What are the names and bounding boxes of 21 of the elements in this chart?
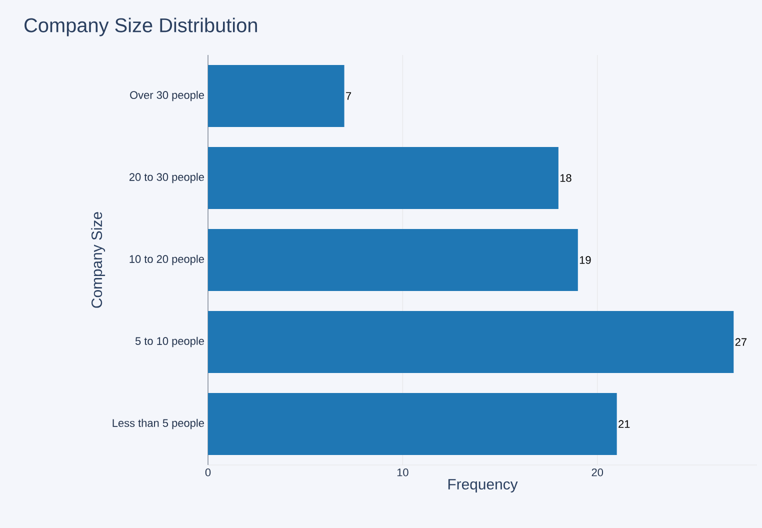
x-tick-label: 10 (397, 468, 408, 476)
data-label: 27 (735, 338, 746, 346)
x-tick-label: 0 (205, 468, 211, 476)
data-label: 21 (618, 420, 630, 428)
data-label: 19 (580, 256, 591, 264)
bar (208, 392, 617, 455)
bar (208, 228, 578, 291)
x-tick-label: 20 (592, 468, 604, 476)
y-axis-title: Company Size (91, 212, 106, 308)
chart-title: Company Size Distribution (24, 18, 257, 36)
y-tick-label: Over 30 people (130, 90, 204, 102)
data-label: 18 (560, 174, 572, 182)
y-tick-label: 5 to 10 people (135, 336, 204, 348)
data-label: 7 (346, 92, 352, 100)
x-axis-title: Frequency (448, 479, 518, 492)
bar (208, 310, 734, 373)
y-tick-label: 10 to 20 people (130, 254, 204, 266)
y-tick-label: Less than 5 people (112, 418, 204, 430)
y-tick-label: 20 to 30 people (129, 172, 204, 184)
bar (208, 146, 558, 209)
bar (208, 64, 344, 127)
